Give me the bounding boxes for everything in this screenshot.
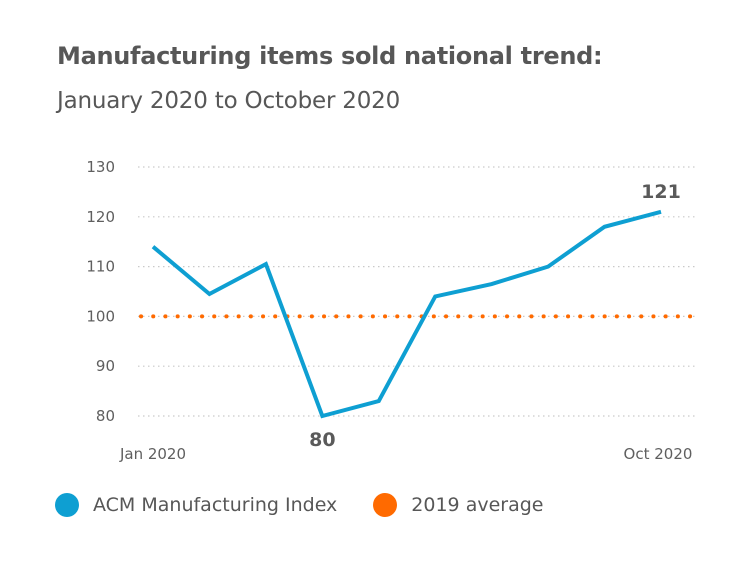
data-label-80: 80 [309,429,335,451]
legend-item-index: ACM Manufacturing Index [55,493,337,517]
y-tick-label-90: 90 [96,357,115,375]
legend: ACM Manufacturing Index 2019 average [55,493,579,517]
data-annotations: 80 121 [309,181,681,451]
legend-label-index: ACM Manufacturing Index [93,494,338,516]
x-tick-label-first: Jan 2020 [119,445,186,463]
chart-title: Manufacturing items sold national trend: [57,42,603,70]
chart-subtitle: January 2020 to October 2020 [57,88,401,114]
index-line [151,209,662,419]
x-axis-ticks: Jan 2020 Oct 2020 [119,445,692,463]
index-series [151,209,662,419]
legend-item-average: 2019 average [373,493,543,517]
y-tick-label-110: 110 [86,258,115,276]
y-tick-label-100: 100 [86,307,115,325]
y-tick-label-130: 130 [86,158,115,176]
legend-swatch-index [55,493,79,517]
gridlines [138,166,698,417]
y-tick-label-120: 120 [86,208,115,226]
legend-swatch-average [373,493,398,517]
legend-label-average: 2019 average [411,494,544,516]
y-tick-label-80: 80 [96,407,115,425]
y-axis-ticks: 130 120 110 100 90 80 [86,158,115,425]
x-tick-label-last: Oct 2020 [624,445,693,463]
data-label-121: 121 [641,181,681,203]
